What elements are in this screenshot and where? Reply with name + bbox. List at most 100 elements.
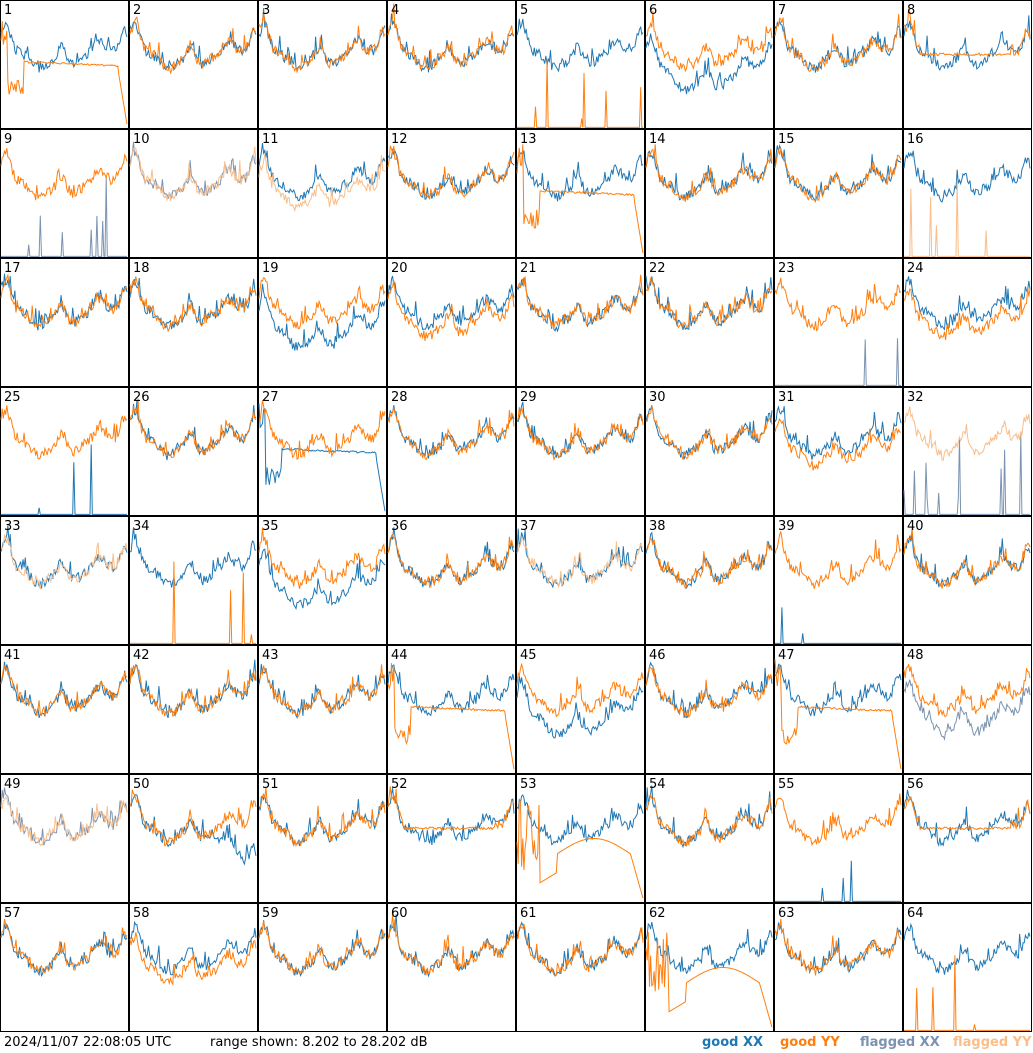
panel-46: 46 <box>645 645 774 774</box>
panel-label: 7 <box>778 3 786 18</box>
series-xx-19 <box>258 283 386 351</box>
series-xx-44 <box>387 664 515 717</box>
panel-frame <box>516 903 645 1032</box>
panel-53: 53 <box>516 774 645 903</box>
series-xx-42 <box>129 659 257 719</box>
series-yy-19 <box>258 276 386 330</box>
series-yy-20 <box>387 280 515 341</box>
series-yy-58 <box>129 932 257 986</box>
panel-frame <box>258 387 387 516</box>
series-yy-46 <box>645 665 773 719</box>
series-yy-62 <box>645 932 773 1028</box>
series-yy-21 <box>516 274 644 329</box>
range-text: range shown: 8.202 to 28.202 dB <box>210 1035 428 1050</box>
series-xx-5 <box>516 18 644 73</box>
panel-label: 44 <box>391 648 408 663</box>
panel-frame <box>903 129 1032 258</box>
panel-frame <box>774 129 903 258</box>
series-yy-59 <box>258 920 386 976</box>
panel-label: 64 <box>907 906 924 921</box>
panel-1: 1 <box>0 0 129 129</box>
panel-label: 60 <box>391 906 408 921</box>
panel-label: 4 <box>391 3 399 18</box>
series-yy-51 <box>258 787 386 848</box>
series-yy-37 <box>516 537 644 589</box>
series-yy-18 <box>129 276 257 333</box>
panel-3: 3 <box>258 0 387 129</box>
panel-48: 48 <box>903 645 1032 774</box>
timestamp: 2024/11/07 22:08:05 UTC <box>4 1035 172 1050</box>
panel-31: 31 <box>774 387 903 516</box>
panel-frame <box>0 387 129 516</box>
series-xx-39 <box>775 607 901 644</box>
panel-frame <box>387 903 516 1032</box>
panel-label: 10 <box>133 132 150 147</box>
panel-frame <box>258 774 387 903</box>
panel-44: 44 <box>387 645 516 774</box>
series-xx-9 <box>1 176 127 257</box>
panel-label: 20 <box>391 261 408 276</box>
panel-frame <box>903 0 1032 129</box>
panel-label: 39 <box>778 519 795 534</box>
panel-47: 47 <box>774 645 903 774</box>
series-xx-13 <box>516 150 644 202</box>
series-yy-25 <box>0 405 128 460</box>
panel-59: 59 <box>258 903 387 1032</box>
series-xx-21 <box>516 276 644 333</box>
panel-label: 6 <box>649 3 657 18</box>
panel-frame <box>903 774 1032 903</box>
panel-frame <box>129 903 258 1032</box>
panel-61: 61 <box>516 903 645 1032</box>
series-xx-2 <box>129 21 257 72</box>
series-yy-15 <box>774 146 902 202</box>
series-yy-39 <box>774 530 902 590</box>
panel-frame <box>387 129 516 258</box>
series-xx-25 <box>1 444 127 515</box>
panel-label: 37 <box>520 519 537 534</box>
series-yy-26 <box>129 398 257 458</box>
panel-50: 50 <box>129 774 258 903</box>
panel-frame <box>0 516 129 645</box>
series-yy-14 <box>645 144 773 202</box>
series-yy-33 <box>0 533 128 590</box>
panel-frame <box>129 0 258 129</box>
panel-label: 24 <box>907 261 924 276</box>
panel-frame <box>258 903 387 1032</box>
series-xx-63 <box>774 922 902 975</box>
panel-label: 31 <box>778 390 795 405</box>
series-yy-6 <box>645 11 773 73</box>
panel-label: 17 <box>4 261 21 276</box>
panel-22: 22 <box>645 258 774 387</box>
panel-frame <box>516 0 645 129</box>
series-xx-45 <box>516 675 644 739</box>
panel-54: 54 <box>645 774 774 903</box>
panel-label: 8 <box>907 3 915 18</box>
panel-frame <box>645 774 774 903</box>
panel-43: 43 <box>258 645 387 774</box>
panel-label: 36 <box>391 519 408 534</box>
series-yy-7 <box>774 14 902 73</box>
panel-27: 27 <box>258 387 387 516</box>
panel-36: 36 <box>387 516 516 645</box>
series-yy-31 <box>774 417 902 471</box>
series-xx-32 <box>903 434 1030 515</box>
series-xx-27 <box>258 403 386 512</box>
panel-frame <box>258 258 387 387</box>
panel-16: 16 <box>903 129 1032 258</box>
series-yy-24 <box>903 287 1031 341</box>
panel-label: 56 <box>907 777 924 792</box>
panel-label: 48 <box>907 648 924 663</box>
panel-label: 63 <box>778 906 795 921</box>
series-xx-6 <box>645 33 773 95</box>
panel-frame <box>0 0 129 129</box>
series-xx-7 <box>774 19 902 73</box>
panel-frame <box>0 774 129 903</box>
panel-20: 20 <box>387 258 516 387</box>
panel-frame <box>0 903 129 1032</box>
panel-frame <box>903 516 1032 645</box>
panel-64: 64 <box>903 903 1032 1032</box>
panel-19: 19 <box>258 258 387 387</box>
panel-label: 9 <box>4 132 12 147</box>
series-yy-32 <box>903 406 1031 461</box>
series-xx-56 <box>903 789 1031 847</box>
